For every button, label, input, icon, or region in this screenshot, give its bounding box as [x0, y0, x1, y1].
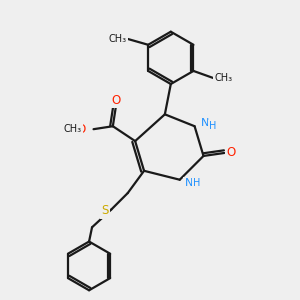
Text: H: H — [193, 178, 200, 188]
Text: S: S — [101, 204, 109, 218]
Text: O: O — [76, 123, 85, 136]
Text: N: N — [184, 178, 193, 188]
Text: CH₃: CH₃ — [215, 74, 233, 83]
Text: N: N — [201, 118, 209, 128]
Text: O: O — [226, 146, 236, 160]
Text: O: O — [111, 94, 120, 107]
Text: H: H — [209, 121, 217, 131]
Text: CH₃: CH₃ — [109, 34, 127, 44]
Text: CH₃: CH₃ — [63, 124, 81, 134]
